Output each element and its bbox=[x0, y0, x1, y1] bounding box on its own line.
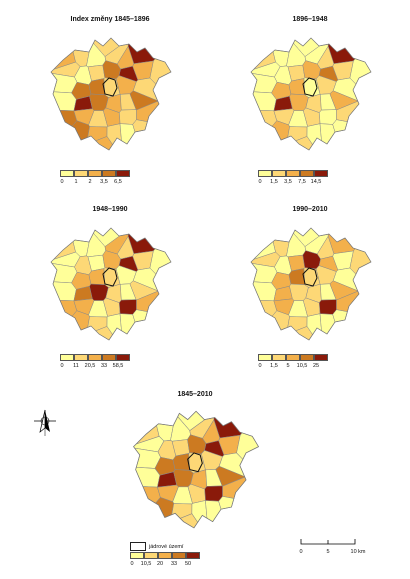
legend-swatch bbox=[272, 354, 286, 361]
choropleth-map bbox=[250, 37, 372, 151]
core-area-outline bbox=[187, 452, 203, 473]
region-outline bbox=[250, 37, 372, 151]
scale-label: 5 bbox=[326, 549, 330, 555]
region-outline bbox=[250, 227, 372, 341]
legend-swatch bbox=[130, 552, 144, 559]
legend-swatch bbox=[300, 354, 314, 361]
core-area-legend: jádrové území bbox=[130, 542, 184, 551]
legend-tick-label: 2 bbox=[88, 179, 92, 185]
scale-label: 10 km bbox=[350, 549, 366, 555]
municipality-region bbox=[349, 248, 372, 275]
legend-swatch bbox=[116, 354, 130, 361]
core-area-outline bbox=[302, 267, 318, 287]
legend: 0 1,5 3,5 7,5 14,5 bbox=[258, 170, 338, 188]
municipality-region bbox=[236, 432, 259, 460]
panel-title: 1896–1948 bbox=[292, 16, 328, 23]
legend-swatch bbox=[300, 170, 314, 177]
legend: 0 10,5 20 33 50 bbox=[130, 552, 220, 570]
panel-title: 1845–2010 bbox=[177, 391, 213, 398]
choropleth-map bbox=[50, 37, 172, 151]
legend-swatch bbox=[144, 552, 158, 559]
legend-tick-label: 0 bbox=[60, 363, 64, 369]
legend-tick-label: 58,5 bbox=[112, 363, 124, 369]
legend-swatch bbox=[172, 552, 186, 559]
scale-bar-line bbox=[300, 539, 356, 545]
legend-tick-label: 33 bbox=[100, 363, 108, 369]
legend-tick-label: 7,5 bbox=[298, 179, 306, 185]
legend-swatch bbox=[102, 354, 116, 361]
core-area-outline bbox=[102, 77, 118, 97]
legend-swatch bbox=[74, 354, 88, 361]
legend-swatch bbox=[314, 354, 328, 361]
panel-title: 1948–1990 bbox=[92, 206, 128, 213]
map-panel-1845-2010: 1845–2010 jádrové území 0 10,5 20 33 50 bbox=[115, 385, 275, 575]
legend-tick-label: 0 bbox=[60, 179, 64, 185]
choropleth-map bbox=[133, 410, 260, 529]
legend-tick-label: 1,5 bbox=[270, 363, 278, 369]
municipality-region bbox=[119, 299, 137, 315]
legend-tick-label: 10,5 bbox=[140, 561, 152, 567]
legend-tick-label: 5 bbox=[286, 363, 290, 369]
municipality-region bbox=[319, 299, 337, 315]
legend: 0 11 20,5 33 58,5 bbox=[60, 354, 140, 372]
map-panel-1845-1896: Index změny 1845–1896 0 1 2 3,5 6,5 bbox=[40, 10, 180, 195]
legend-tick-label: 50 bbox=[184, 561, 192, 567]
region-outline bbox=[50, 227, 172, 341]
legend-tick-label: 33 bbox=[170, 561, 178, 567]
choropleth-map bbox=[50, 227, 172, 341]
municipality-region bbox=[349, 58, 372, 85]
legend-tick-label: 3,5 bbox=[100, 179, 108, 185]
legend-tick-label: 20 bbox=[156, 561, 164, 567]
legend-tick-label: 1 bbox=[74, 179, 78, 185]
region-outline bbox=[50, 37, 172, 151]
legend-tick-label: 6,5 bbox=[114, 179, 122, 185]
legend-swatch bbox=[272, 170, 286, 177]
core-area-label: jádrové území bbox=[149, 543, 184, 550]
legend-tick-label: 11 bbox=[73, 363, 79, 369]
legend-swatch bbox=[102, 170, 116, 177]
panel-title: Index změny 1845–1896 bbox=[70, 16, 150, 23]
municipality-region bbox=[204, 485, 223, 502]
region-outline bbox=[133, 410, 260, 529]
legend-swatch bbox=[186, 552, 200, 559]
legend-swatch bbox=[258, 170, 272, 177]
legend-tick-label: 14,5 bbox=[310, 179, 322, 185]
legend-swatch bbox=[88, 354, 102, 361]
legend-tick-label: 0 bbox=[258, 363, 262, 369]
legend-swatch bbox=[88, 170, 102, 177]
map-panel-1990-2010: 1990–2010 0 1,5 5 10,5 25 bbox=[240, 200, 380, 385]
core-area-outline bbox=[102, 267, 118, 287]
legend-swatch bbox=[314, 170, 328, 177]
legend-swatch bbox=[258, 354, 272, 361]
map-panel-1896-1948: 1896–1948 0 1,5 3,5 7,5 14,5 bbox=[240, 10, 380, 195]
legend-swatch bbox=[60, 354, 74, 361]
legend-swatch bbox=[286, 354, 300, 361]
legend-swatch bbox=[158, 552, 172, 559]
municipality-region bbox=[149, 58, 172, 85]
legend-tick-label: 20,5 bbox=[84, 363, 96, 369]
municipality-region bbox=[319, 109, 337, 125]
map-panel-1948-1990: 1948–1990 0 11 20,5 33 58,5 bbox=[40, 200, 180, 385]
panel-title: 1990–2010 bbox=[292, 206, 328, 213]
legend-tick-label: 1,5 bbox=[270, 179, 278, 185]
core-area-outline bbox=[302, 77, 318, 97]
scale-label: 0 bbox=[299, 549, 303, 555]
legend-swatch bbox=[116, 170, 130, 177]
legend-tick-label: 10,5 bbox=[296, 363, 308, 369]
legend-tick-label: 3,5 bbox=[284, 179, 292, 185]
core-area-swatch bbox=[130, 542, 146, 551]
north-arrow-icon bbox=[34, 409, 56, 436]
choropleth-map bbox=[250, 227, 372, 341]
legend-swatch bbox=[74, 170, 88, 177]
legend-swatch bbox=[286, 170, 300, 177]
legend-swatch bbox=[60, 170, 74, 177]
scale-bar: 0 5 10 km bbox=[298, 538, 368, 562]
municipality-region bbox=[119, 109, 137, 125]
municipality-region bbox=[149, 248, 172, 275]
legend-tick-label: 25 bbox=[312, 363, 320, 369]
legend-tick-label: 0 bbox=[130, 561, 134, 567]
legend-tick-label: 0 bbox=[258, 179, 262, 185]
legend: 0 1 2 3,5 6,5 bbox=[60, 170, 140, 188]
legend: 0 1,5 5 10,5 25 bbox=[258, 354, 338, 372]
